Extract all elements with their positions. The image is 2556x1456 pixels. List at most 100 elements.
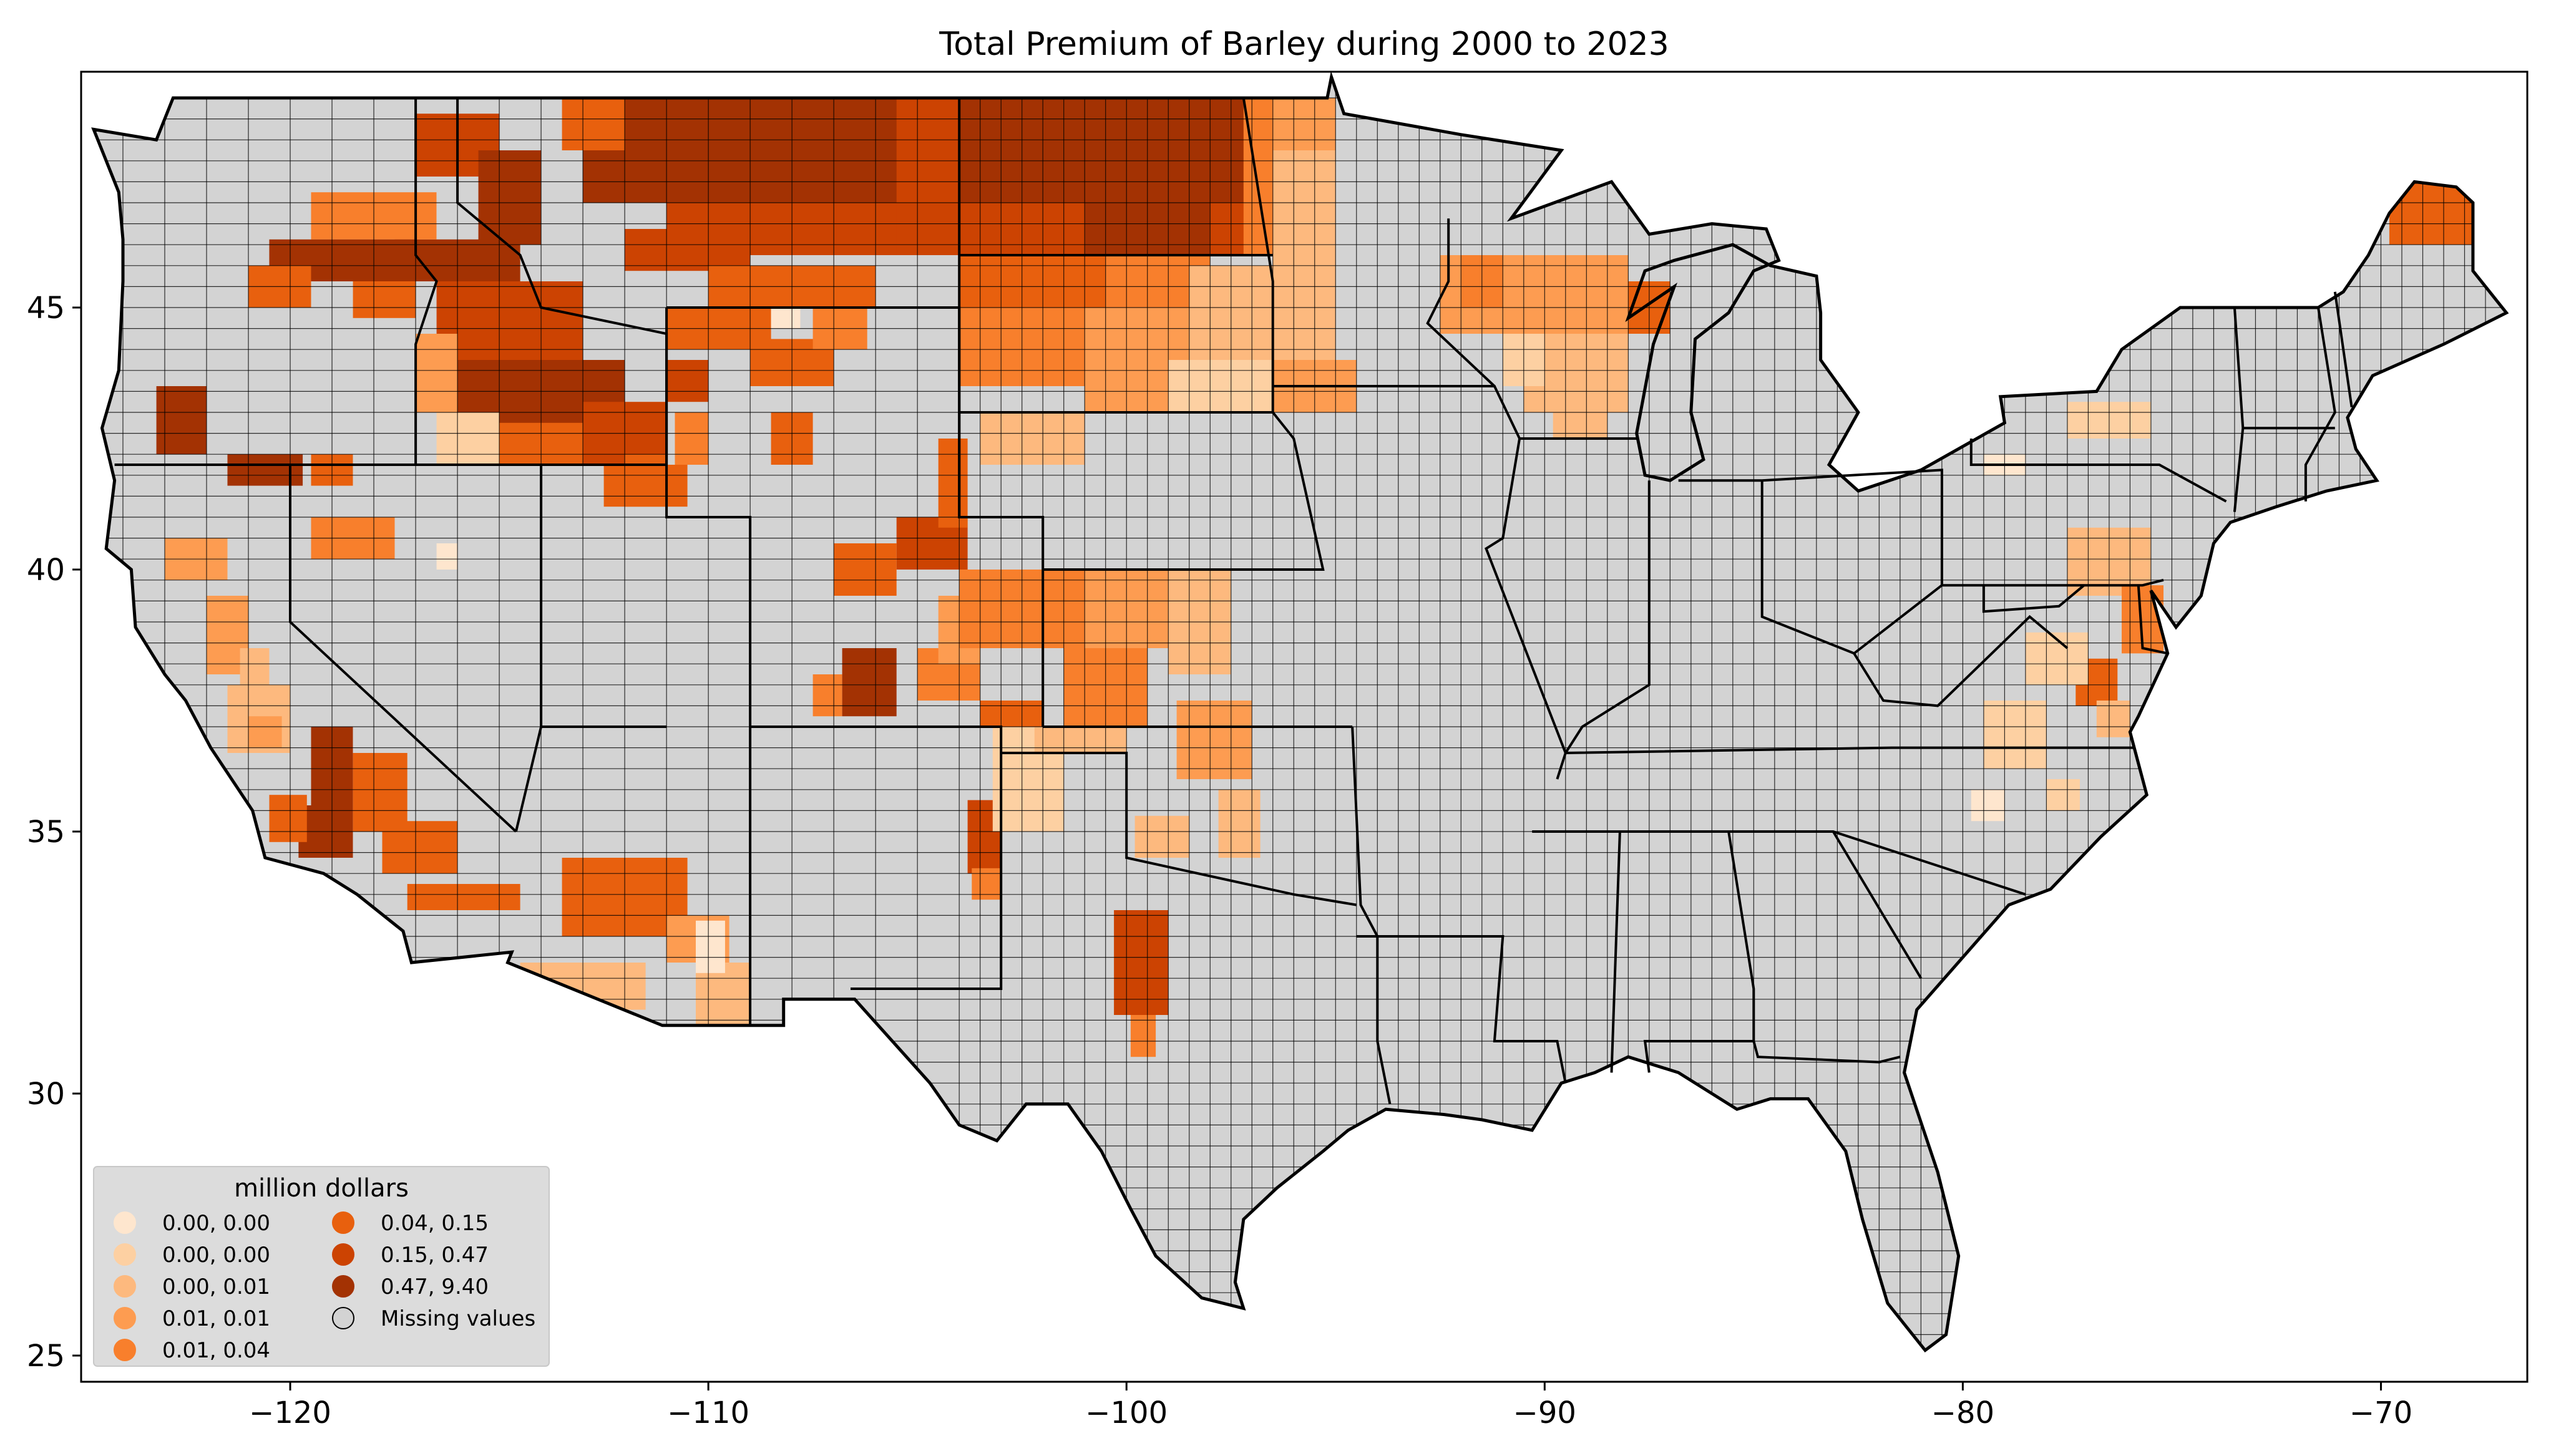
- legend-items: 0.00, 0.00 0.00, 0.00 0.00, 0.01 0.01, 0.01…: [114, 1211, 535, 1363]
- state-boundary: [414, 98, 438, 465]
- state-boundary: [2137, 585, 2168, 655]
- plot-area: [81, 72, 2527, 1382]
- state-boundary: [289, 465, 517, 833]
- state-boundary: [1610, 831, 1621, 1073]
- county-patch: [603, 465, 688, 507]
- county-patch: [980, 412, 1085, 465]
- legend-label: Missing values: [381, 1306, 535, 1331]
- county-patch: [896, 98, 960, 255]
- county-patch: [696, 920, 725, 973]
- y-tick-label: 25: [27, 1339, 65, 1374]
- legend-label: 0.00, 0.00: [162, 1211, 270, 1236]
- county-patch: [1218, 789, 1261, 858]
- x-tick-label: −70: [2349, 1395, 2412, 1430]
- legend-title: million dollars: [234, 1174, 409, 1203]
- state-boundary-layer: [91, 72, 2509, 1353]
- county-patch: [436, 543, 458, 570]
- county-patch: [959, 255, 1106, 308]
- legend-label: 0.15, 0.47: [381, 1243, 489, 1268]
- state-boundary: [1043, 411, 1325, 571]
- y-tick-label: 35: [27, 815, 65, 850]
- county-patch: [227, 454, 303, 486]
- county-patch: [248, 716, 282, 748]
- county-patch: [583, 98, 939, 203]
- x-tick-label: −110: [667, 1395, 749, 1430]
- county-patch: [382, 821, 458, 874]
- county-patch: [478, 150, 542, 245]
- state-boundary: [1001, 752, 1357, 906]
- county-patch: [2025, 632, 2089, 685]
- legend-swatch: [114, 1275, 136, 1298]
- county-patch: [269, 795, 307, 842]
- legend-swatch: [114, 1307, 136, 1329]
- county-patch: [834, 543, 897, 596]
- county-patch: [240, 648, 270, 696]
- x-tick-label: −120: [249, 1395, 331, 1430]
- county-patch: [812, 674, 842, 717]
- state-boundary: [1752, 1041, 1901, 1064]
- x-axis: −120 −110 −100 −90 −80 −70: [249, 1382, 2412, 1430]
- legend-swatch: [332, 1211, 354, 1234]
- county-patch: [416, 334, 458, 412]
- legend: million dollars 0.00, 0.000.00, 0.000.00…: [93, 1166, 550, 1367]
- state-boundary: [1426, 218, 1496, 387]
- chart-title: Total Premium of Barley during 2000 to 2…: [939, 26, 1669, 63]
- state-boundary: [1564, 480, 1651, 754]
- x-tick-label: −100: [1085, 1395, 1168, 1430]
- county-patch: [938, 439, 968, 528]
- y-tick-label: 40: [27, 553, 65, 588]
- plot-frame: [80, 70, 2529, 1383]
- county-patch: [771, 308, 801, 329]
- county-patch: [1983, 701, 2047, 769]
- legend-swatch: [114, 1211, 136, 1234]
- legend-label: 0.01, 0.04: [162, 1338, 270, 1363]
- legend-swatch: [332, 1275, 354, 1298]
- county-patch: [980, 701, 1043, 727]
- state-boundary: [2333, 291, 2353, 407]
- x-tick-label: −90: [1513, 1395, 1576, 1430]
- county-patch: [972, 868, 1002, 900]
- state-boundary: [1356, 935, 1567, 1084]
- state-boundary: [750, 726, 1003, 990]
- legend-swatch: [332, 1243, 354, 1266]
- county-patch: [562, 98, 625, 150]
- legend-swatch: [114, 1243, 136, 1266]
- county-patch: [1034, 727, 1127, 753]
- legend-label: 0.00, 0.00: [162, 1243, 270, 1268]
- state-boundary: [959, 97, 1274, 414]
- state-boundary: [1853, 614, 2069, 707]
- county-patch: [1176, 701, 1252, 779]
- county-patch: [407, 884, 520, 910]
- county-patch: [2096, 701, 2130, 737]
- state-boundary: [1565, 746, 2135, 754]
- county-patch: [625, 229, 751, 271]
- county-patch: [1272, 98, 1336, 150]
- legend-label: 0.00, 0.01: [162, 1274, 270, 1299]
- y-tick-label: 45: [27, 291, 65, 326]
- county-patch: [1114, 910, 1169, 1015]
- state-boundary: [1760, 480, 1943, 655]
- county-patch: [436, 281, 583, 360]
- county-patch: [1134, 815, 1189, 858]
- state-boundary: [1969, 439, 2227, 503]
- state-boundary: [456, 98, 668, 465]
- state-boundary: [1982, 584, 2085, 613]
- county-patch: [1971, 789, 2005, 822]
- county-patch: [675, 412, 709, 465]
- legend-label: 0.01, 0.01: [162, 1306, 270, 1331]
- legend-swatch: [332, 1307, 354, 1329]
- county-patch: [353, 281, 416, 318]
- county-patch: [842, 648, 897, 717]
- y-tick-label: 30: [27, 1077, 65, 1112]
- legend-label: 0.04, 0.15: [381, 1211, 489, 1236]
- legend-label: 0.47, 9.40: [381, 1274, 489, 1299]
- state-boundary: [2304, 307, 2336, 502]
- county-patch: [1168, 360, 1273, 412]
- y-axis: 25 30 35 40 45: [27, 291, 81, 1374]
- legend-swatch: [114, 1339, 136, 1361]
- x-tick-label: −80: [1931, 1395, 1994, 1430]
- legend-box: [93, 1166, 550, 1367]
- county-patch: [353, 753, 407, 832]
- state-boundary: [1832, 830, 1923, 979]
